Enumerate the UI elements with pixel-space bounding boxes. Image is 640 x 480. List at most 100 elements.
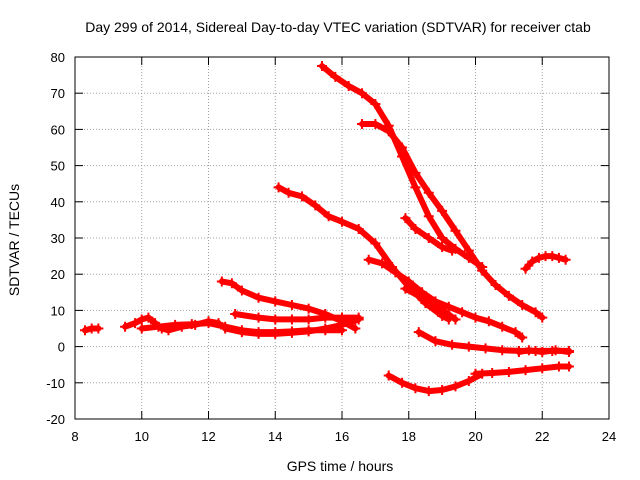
data-point — [136, 314, 147, 325]
data-point — [410, 383, 421, 394]
data-point — [136, 323, 147, 334]
data-point — [303, 303, 314, 314]
data-point — [463, 245, 474, 256]
data-point — [303, 326, 314, 337]
y-tick-label: 40 — [51, 195, 65, 210]
y-tick-label: 30 — [51, 231, 65, 246]
data-point — [563, 347, 574, 358]
data-point — [517, 332, 528, 343]
data-point — [120, 321, 131, 332]
data-point — [220, 323, 231, 334]
data-point — [186, 319, 197, 330]
y-tick-label: -20 — [46, 412, 65, 427]
x-tick-label: 22 — [535, 429, 549, 444]
data-point — [413, 327, 424, 338]
x-tick-label: 14 — [268, 429, 282, 444]
x-tick-label: 8 — [71, 429, 78, 444]
data-point — [477, 265, 488, 276]
data-point — [410, 167, 421, 178]
data-point — [490, 280, 501, 291]
data-point — [457, 307, 468, 318]
data-point — [423, 233, 434, 243]
data-point — [370, 99, 381, 110]
data-point — [383, 126, 394, 137]
data-point — [423, 211, 434, 222]
data-point — [400, 213, 411, 224]
data-point — [310, 200, 321, 211]
data-point — [330, 71, 341, 82]
data-point — [450, 314, 461, 325]
data-point — [550, 345, 561, 356]
data-point — [353, 223, 364, 234]
y-tick-label: 50 — [51, 159, 65, 174]
data-point — [370, 118, 381, 129]
data-point — [533, 252, 544, 263]
data-point — [320, 323, 331, 334]
data-point — [553, 361, 564, 372]
data-point — [403, 276, 414, 287]
data-point — [216, 276, 227, 287]
data-point — [470, 368, 481, 379]
data-point — [370, 238, 381, 249]
data-point — [337, 316, 347, 327]
data-point — [563, 361, 574, 372]
x-tick-label: 10 — [135, 429, 149, 444]
ticks: 8 10 12 14 16 18 20 22 24 -20 -10 0 10 20 30 40 50 60 70 80 — [46, 50, 616, 444]
data-point — [283, 187, 294, 198]
data-point — [517, 299, 528, 310]
data-point — [437, 242, 448, 253]
data-point — [513, 347, 524, 358]
data-point — [553, 252, 564, 263]
data-point — [423, 386, 434, 397]
data-point — [270, 314, 281, 325]
data-point — [236, 327, 247, 338]
data-point — [253, 292, 264, 303]
data-point — [273, 182, 284, 193]
data-point — [430, 336, 441, 347]
data-point — [296, 191, 307, 202]
data-point — [410, 223, 421, 234]
data-point — [547, 251, 558, 262]
data-point — [286, 314, 297, 325]
data-point — [343, 80, 354, 91]
data-point — [353, 312, 364, 323]
data-point — [463, 341, 474, 352]
data-point — [337, 216, 347, 227]
data-point — [523, 345, 534, 356]
series-line-arc-i — [359, 121, 546, 321]
data-point — [230, 309, 241, 320]
data-point — [363, 254, 374, 265]
y-tick-label: 10 — [51, 303, 65, 318]
data-point — [483, 316, 494, 327]
y-tick-label: 80 — [51, 50, 65, 65]
data-point — [470, 312, 481, 323]
data-point — [143, 312, 154, 323]
x-tick-label: 12 — [201, 429, 215, 444]
data-point — [170, 319, 181, 330]
data-point — [410, 182, 421, 193]
data-point — [286, 327, 297, 338]
data-point — [377, 258, 388, 269]
data-point — [390, 267, 401, 278]
data-point — [397, 142, 408, 153]
data-point — [286, 299, 297, 310]
data-point — [463, 375, 474, 386]
series-line-arc-m — [415, 329, 572, 354]
data-point — [560, 254, 571, 265]
x-tick-label: 20 — [468, 429, 482, 444]
data-point — [440, 307, 451, 318]
y-tick-label: 20 — [51, 267, 65, 282]
data-point — [423, 187, 434, 198]
data-point — [357, 88, 368, 99]
data-point — [413, 290, 424, 301]
data-point — [400, 283, 411, 294]
data-point — [530, 307, 541, 318]
data-point — [350, 323, 361, 334]
data-point — [527, 256, 538, 267]
y-tick-label: 70 — [51, 86, 65, 101]
data-point — [383, 370, 394, 381]
data-point — [447, 339, 458, 350]
grid — [75, 57, 609, 419]
data-point — [203, 318, 214, 329]
y-tick-label: 0 — [58, 340, 65, 355]
